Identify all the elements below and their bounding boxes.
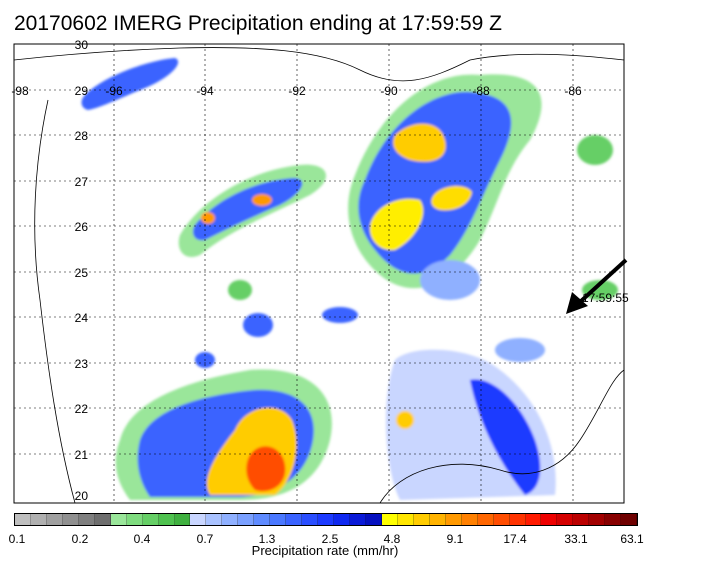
colorbar-swatch (429, 514, 446, 525)
precip-cell-moderate (243, 313, 273, 337)
colorbar-tick: 0.4 (133, 532, 151, 546)
arrow-head-icon (566, 292, 588, 314)
lat-label: 24 (75, 311, 89, 325)
colorbar-swatch (302, 514, 319, 525)
colorbar-swatch (365, 514, 382, 525)
lon-label: -88 (472, 84, 490, 98)
colorbar-swatch (254, 514, 271, 525)
precip-cell-heavy (369, 198, 424, 251)
lat-label: 30 (75, 38, 89, 52)
colorbar-tick: 63.1 (620, 532, 644, 546)
colorbar-swatch (557, 514, 574, 525)
colorbar-swatch (158, 514, 175, 525)
lat-label: 21 (75, 448, 89, 462)
colorbar-swatch (126, 514, 143, 525)
colorbar-swatch (493, 514, 510, 525)
precip-cell-heavy (431, 186, 472, 211)
colorbar-swatch (222, 514, 239, 525)
colorbar-swatch (270, 514, 287, 525)
colorbar-swatch (413, 514, 430, 525)
colorbar-swatch (541, 514, 558, 525)
lat-label: 20 (75, 489, 89, 503)
colorbar-tick: 33.1 (564, 532, 588, 546)
lat-label: 29 (75, 84, 89, 98)
precip-field (14, 44, 624, 503)
lat-label: 25 (75, 266, 89, 280)
colorbar-swatch (350, 514, 366, 525)
colorbar-tick: 0.1 (8, 532, 26, 546)
lat-label: 28 (75, 129, 89, 143)
colorbar-swatch (94, 514, 111, 525)
precip-cell-heavy (393, 123, 446, 162)
coastline (379, 369, 624, 503)
precip-cell-moderate (420, 260, 480, 300)
lon-label: -90 (380, 84, 398, 98)
colorbar-swatch (461, 514, 478, 525)
precip-cell-heavy (252, 194, 272, 206)
colorbar-swatch (318, 514, 335, 525)
lat-label: 27 (75, 175, 89, 189)
colorbar-tick: 9.1 (446, 532, 464, 546)
precip-cell-light (228, 280, 252, 300)
colorbar-swatch (621, 514, 638, 525)
graticule (14, 44, 624, 503)
precip-cell-moderate (193, 178, 303, 241)
precip-cell-light (577, 135, 613, 165)
colorbar-swatch (46, 514, 63, 525)
map-title: 20170602 IMERG Precipitation ending at 1… (14, 12, 502, 35)
colorbar-swatch (509, 514, 526, 525)
colorbar-swatch (286, 514, 303, 525)
precip-cell-intense (246, 446, 286, 492)
colorbar-swatch (62, 514, 79, 525)
colorbar-tick: 4.8 (383, 532, 401, 546)
colorbar-swatch (477, 514, 494, 525)
colorbar-swatch (238, 514, 255, 525)
colorbar-title: Precipitation rate (mm/hr) (251, 543, 399, 558)
colorbar-swatch (190, 514, 207, 525)
precip-cell-moderate (81, 58, 179, 110)
track-time-label: 17:59:55 (582, 291, 629, 305)
colorbar-swatch (605, 514, 622, 525)
map-frame (13, 43, 625, 504)
coastline (14, 47, 624, 82)
satellite-track-arrow (566, 258, 628, 314)
colorbar-swatch (397, 514, 414, 525)
colorbar-swatch (589, 514, 606, 525)
colorbar-swatch (334, 514, 351, 525)
precip-cell-moderate (470, 379, 541, 495)
precip-cell-moderate (495, 338, 545, 362)
precip-cell-light (582, 280, 618, 300)
colorbar-swatch (142, 514, 159, 525)
lon-label: -98 (11, 84, 29, 98)
colorbar-swatch (573, 514, 590, 525)
lon-label: -86 (564, 84, 582, 98)
lat-label: 26 (75, 220, 89, 234)
colorbar-tick: 0.7 (196, 532, 214, 546)
lon-label: -96 (105, 84, 123, 98)
colorbar-tick: 0.2 (71, 532, 89, 546)
precip-cell-heavy (396, 411, 414, 429)
colorbar-swatch (525, 514, 542, 525)
colorbar-swatch (15, 514, 31, 525)
coastline (34, 99, 76, 503)
colorbar (14, 513, 638, 526)
lat-label: 22 (75, 402, 89, 416)
lon-label: -92 (288, 84, 306, 98)
colorbar-swatch (110, 514, 127, 525)
precip-cell-moderate (322, 307, 358, 323)
lon-label: -94 (196, 84, 214, 98)
colorbar-tick: 1.3 (258, 532, 276, 546)
colorbar-swatch (381, 514, 398, 525)
colorbar-tick: 17.4 (503, 532, 527, 546)
colorbar-swatch (78, 514, 95, 525)
colorbar-swatch (445, 514, 462, 525)
precip-cell-heavy (201, 212, 215, 224)
colorbar-swatch (174, 514, 191, 525)
colorbar-swatch (206, 514, 223, 525)
lat-label: 23 (75, 357, 89, 371)
colorbar-swatch (30, 514, 47, 525)
colorbar-tick: 2.5 (321, 532, 339, 546)
